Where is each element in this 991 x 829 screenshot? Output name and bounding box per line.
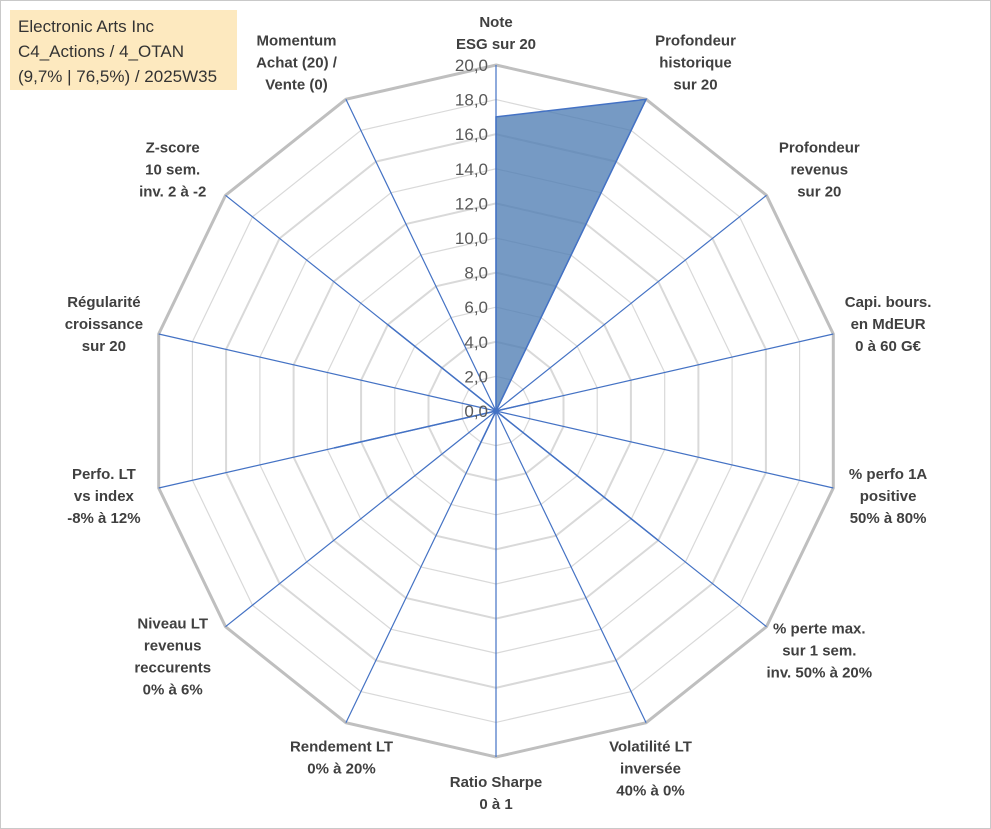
info-box: Electronic Arts Inc C4_Actions / 4_OTAN … (10, 10, 237, 90)
radar-series (333, 98, 659, 541)
axis-label-3: Capi. bours. en MdEUR 0 à 60 G€ (845, 294, 932, 355)
axis-label-11: Régularité croissance sur 20 (65, 294, 143, 355)
tick-label: 2,0 (464, 367, 488, 386)
axis-label-12: Z-score 10 sem. inv. 2 à -2 (139, 140, 206, 201)
radar-tick-labels: 0,0 2,0 4,0 6,0 8,0 10,0 12,0 14,0 16,0 18,0 20,0 (455, 56, 488, 421)
tick-label: 6,0 (464, 298, 488, 317)
tick-label: 0,0 (464, 402, 488, 421)
axis-label-9: Niveau LT revenus reccurents 0% à 6% (134, 616, 211, 699)
axis-label-13: Momentum Achat (20) / Vente (0) (256, 33, 338, 94)
axis-label-8: Rendement LT 0% à 20% (290, 739, 393, 778)
spoke-11 (158, 333, 497, 412)
series-area (333, 98, 659, 541)
tick-label: 14,0 (455, 160, 488, 179)
radar-axis-labels: Note ESG sur 20 Profondeur historique sur 20… (65, 14, 932, 813)
axis-label-0: Note ESG sur 20 (456, 14, 536, 53)
spoke-2 (495, 194, 767, 412)
axis-label-2: Profondeur revenus sur 20 (779, 140, 860, 201)
axis-label-7: Ratio Sharpe 0 à 1 (450, 774, 543, 813)
spoke-8 (345, 410, 497, 723)
axis-label-6: Volatilité LT inversée 40% à 0% (609, 739, 692, 800)
info-box-period: (9,7% | 76,5%) / 2025W35 (18, 67, 218, 86)
tick-label: 4,0 (464, 333, 488, 352)
info-box-company: Electronic Arts Inc (18, 17, 155, 36)
spoke-9 (225, 410, 497, 628)
tick-label: 12,0 (455, 194, 488, 213)
tick-label: 16,0 (455, 125, 488, 144)
info-box-category: C4_Actions / 4_OTAN (18, 42, 184, 61)
tick-label: 20,0 (455, 56, 488, 75)
axis-label-10: Perfo. LT vs index -8% à 12% (67, 466, 140, 527)
tick-label: 8,0 (464, 264, 488, 283)
spoke-4 (495, 410, 834, 489)
tick-label: 18,0 (455, 91, 488, 110)
axis-label-1: Profondeur historique sur 20 (655, 33, 736, 94)
spoke-3 (495, 333, 834, 412)
tick-label: 10,0 (455, 229, 488, 248)
spoke-6 (495, 410, 647, 723)
spoke-13 (345, 99, 497, 412)
axis-label-4: % perfo 1A positive 50% à 80% (849, 466, 928, 527)
axis-label-5: % perte max. sur 1 sem. inv. 50% à 20% (766, 621, 872, 682)
